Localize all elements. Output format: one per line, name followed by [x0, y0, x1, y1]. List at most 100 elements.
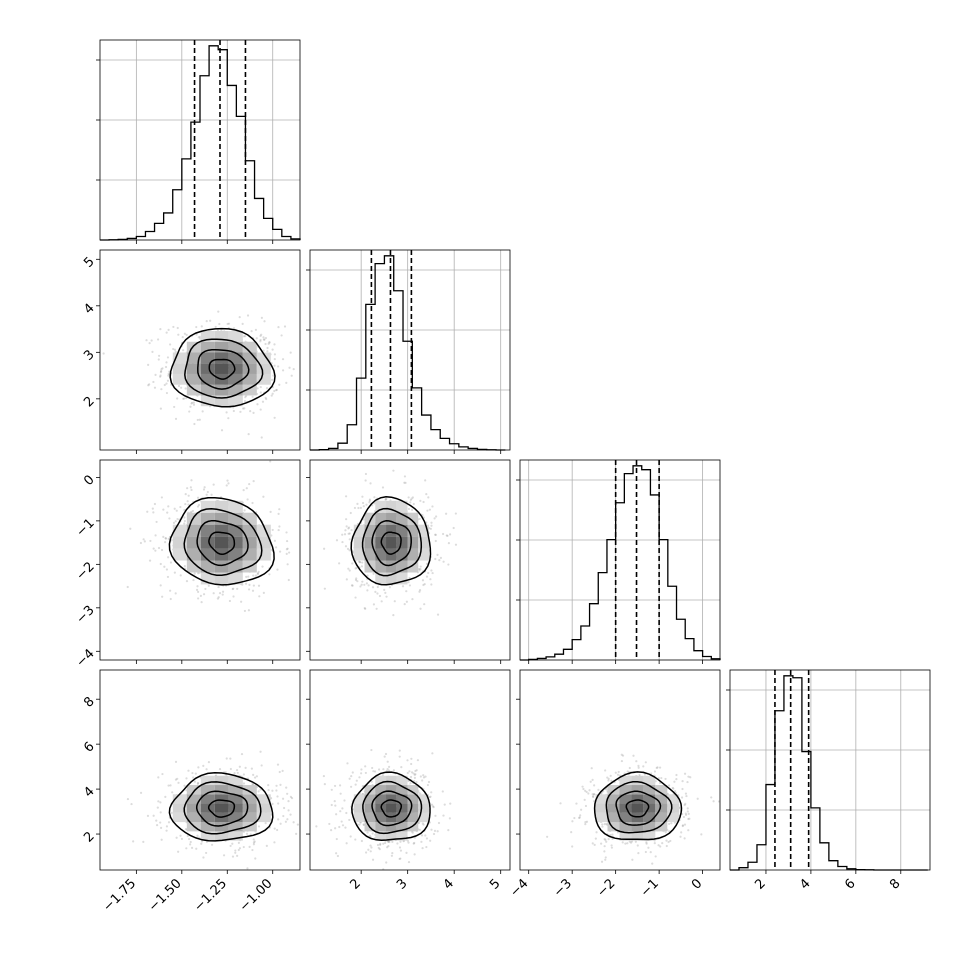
scatter-point — [422, 500, 425, 504]
scatter-point — [271, 789, 274, 792]
scatter-point — [248, 482, 251, 486]
scatter-point — [290, 374, 293, 377]
scatter-point — [422, 823, 425, 826]
scatter-point — [603, 850, 606, 853]
scatter-point — [295, 832, 298, 835]
scatter-point — [687, 775, 690, 778]
density-cell — [228, 352, 243, 364]
scatter-point — [583, 798, 586, 801]
scatter-point — [222, 854, 226, 857]
x-tick-label: −1.50 — [146, 876, 185, 915]
scatter-point — [252, 411, 255, 414]
scatter-point — [247, 609, 251, 612]
scatter-point — [382, 768, 385, 771]
scatter-point — [679, 835, 682, 838]
panel-frame — [309, 669, 511, 871]
scatter-point — [273, 827, 276, 830]
scatter-point — [683, 823, 687, 826]
scatter-point — [407, 496, 410, 499]
scatter-point — [350, 774, 353, 778]
scatter-point — [259, 334, 262, 337]
scatter-point — [245, 832, 249, 835]
density-cell — [631, 794, 644, 804]
scatter-point — [605, 788, 608, 791]
scatter-point — [174, 520, 177, 523]
scatter-point — [447, 829, 450, 832]
scatter-point — [420, 840, 423, 843]
scatter-point — [361, 580, 364, 583]
contour-line — [351, 771, 431, 841]
scatter-point — [590, 767, 593, 770]
scatter-point — [183, 516, 186, 519]
scatter-point — [582, 787, 585, 791]
scatter-point — [423, 583, 426, 586]
density-cell — [186, 524, 201, 537]
scatter-point — [347, 526, 351, 529]
scatter-point — [398, 755, 401, 758]
scatter-point — [185, 333, 188, 336]
density-cell — [375, 831, 387, 841]
scatter-point — [592, 795, 595, 799]
density-cell — [607, 822, 620, 832]
scatter-point — [225, 484, 228, 487]
scatter-point — [419, 775, 422, 778]
scatter-point — [292, 821, 295, 824]
scatter-point — [398, 749, 401, 752]
scatter-point — [341, 824, 345, 827]
density-cell — [256, 363, 271, 374]
scatter-point — [379, 842, 382, 845]
scatter-point — [148, 383, 151, 386]
scatter-point — [333, 784, 337, 788]
scatter-point — [665, 844, 668, 848]
scatter-point — [362, 505, 365, 508]
scatter-point — [159, 407, 162, 410]
scatter-point — [420, 834, 424, 837]
scatter-point — [354, 783, 357, 786]
scatter-point — [413, 875, 415, 877]
density-cell — [186, 803, 201, 813]
scatter-point — [668, 830, 671, 833]
scatter-point — [197, 766, 200, 769]
scatter-point — [157, 354, 161, 357]
density-cell — [256, 373, 271, 385]
scatter-point — [651, 862, 654, 865]
density-cell — [242, 341, 257, 353]
density-cell — [375, 775, 387, 786]
histogram-step-line — [310, 255, 506, 451]
density-cell — [200, 803, 215, 813]
scatter-point — [263, 320, 266, 323]
scatter-point — [446, 534, 449, 537]
scatter-point — [237, 848, 240, 852]
scatter-point — [167, 537, 170, 540]
scatter-point — [251, 501, 254, 505]
scatter-point — [396, 842, 399, 845]
scatter-point — [345, 842, 348, 845]
scatter-point — [221, 590, 225, 593]
scatter-point — [242, 845, 245, 849]
scatter-point — [247, 575, 250, 578]
scatter-point — [256, 387, 259, 390]
scatter-point — [232, 587, 235, 590]
scatter-point — [412, 772, 415, 775]
scatter-point — [684, 802, 687, 805]
scatter-point — [419, 607, 422, 610]
density-cell — [200, 822, 215, 832]
scatter-point — [347, 567, 350, 570]
scatter-point — [173, 405, 176, 409]
scatter-point — [631, 858, 634, 861]
scatter-point — [601, 823, 604, 826]
scatter-point — [593, 793, 596, 796]
scatter-point — [157, 546, 161, 550]
scatter-point — [400, 766, 403, 769]
scatter-point — [234, 851, 237, 854]
scatter-point — [346, 762, 349, 765]
scatter-point — [373, 496, 376, 499]
density-cell — [256, 794, 271, 804]
scatter-point — [589, 780, 592, 783]
scatter-point — [250, 329, 253, 333]
density-cell — [200, 331, 215, 342]
scatter-point — [645, 841, 648, 844]
scatter-point — [647, 846, 650, 849]
scatter-point — [614, 771, 617, 774]
histogram-step-line — [730, 675, 928, 871]
